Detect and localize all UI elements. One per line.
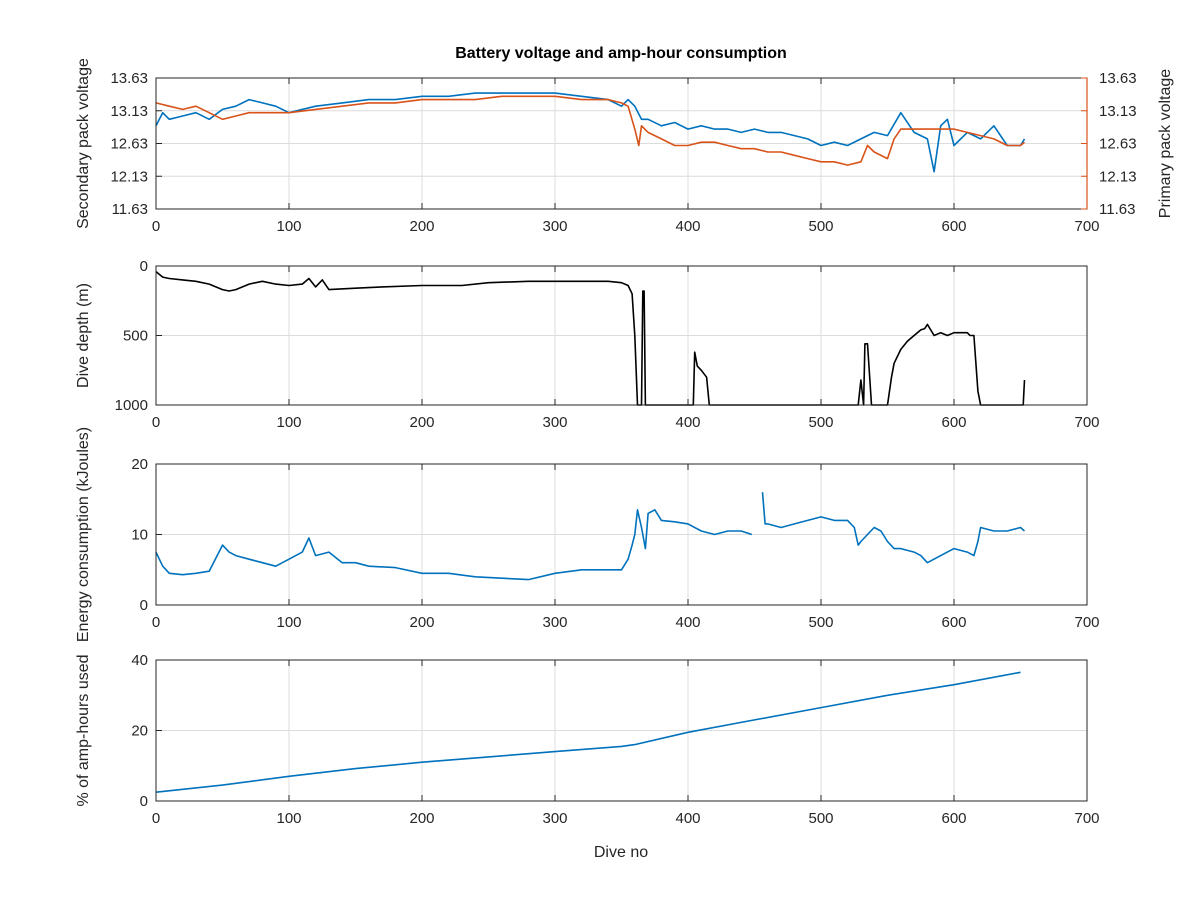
x-tick-label: 100 (276, 414, 301, 431)
x-tick-label: 0 (152, 414, 160, 431)
x-tick-label: 400 (675, 614, 700, 631)
x-tick-label: 500 (808, 810, 833, 827)
x-tick-label: 500 (808, 414, 833, 431)
y2-tick-label: 13.13 (1099, 103, 1137, 120)
y2-tick-label: 12.63 (1099, 136, 1137, 153)
x-tick-label: 600 (941, 218, 966, 235)
y-tick-label: 13.63 (110, 70, 148, 87)
x-tick-label: 100 (276, 218, 301, 235)
y-tick-label: 10 (131, 527, 148, 544)
subplot-3: 0 100 200 300 400 500 600 700 0 10 20 Energy consum… (75, 427, 1100, 642)
x-tick-label: 400 (675, 414, 700, 431)
y-tick-label: 1000 (115, 397, 148, 414)
x-tick-label: 300 (542, 414, 567, 431)
y-tick-label: 0 (140, 258, 148, 275)
x-tick-label: 600 (941, 614, 966, 631)
x-tick-label: 500 (808, 614, 833, 631)
x-tick-label: 200 (409, 414, 434, 431)
x-tick-label: 300 (542, 218, 567, 235)
y-tick-label: 500 (123, 328, 148, 345)
x-tick-label: 200 (409, 614, 434, 631)
x-tick-label: 500 (808, 218, 833, 235)
y2-tick-label: 12.13 (1099, 168, 1137, 185)
x-tick-label: 700 (1074, 414, 1099, 431)
x-tick-label: 100 (276, 614, 301, 631)
y-axis-label: Energy consumption (kJoules) (75, 427, 92, 642)
x-tick-label: 600 (941, 810, 966, 827)
y-tick-label: 20 (131, 456, 148, 473)
y2-tick-label: 11.63 (1099, 201, 1135, 218)
chart-title: Battery voltage and amp-hour consumption (455, 45, 787, 62)
x-tick-label: 0 (152, 810, 160, 827)
y-tick-label: 13.13 (110, 103, 148, 120)
x-tick-label: 200 (409, 218, 434, 235)
series-line-1 (155, 92, 1026, 173)
y-axis-label: Secondary pack voltage (75, 58, 92, 229)
x-tick-label: 0 (152, 218, 160, 235)
series-line-1 (155, 671, 1021, 793)
y-tick-label: 20 (131, 723, 148, 740)
subplot-4: 0 100 200 300 400 500 600 700 0 20 40 % of amp-hour… (75, 652, 1100, 827)
series-line-1 (155, 270, 1026, 406)
x-tick-label: 600 (941, 414, 966, 431)
y2-axis-label: Primary pack voltage (1157, 69, 1174, 218)
y-tick-label: 0 (140, 597, 148, 614)
subplot-1: 0 100 200 300 400 500 600 70011.6312.1312.6313.… (75, 58, 1174, 235)
x-tick-label: 400 (675, 218, 700, 235)
x-tick-label: 100 (276, 810, 301, 827)
y-axis-label: % of amp-hours used (75, 654, 92, 806)
x-tick-label: 700 (1074, 614, 1099, 631)
series-line-2 (761, 492, 1026, 564)
y-tick-label: 0 (140, 793, 148, 810)
y2-tick-label: 13.63 (1099, 70, 1137, 87)
x-tick-label: 0 (152, 614, 160, 631)
x-tick-label: 200 (409, 810, 434, 827)
subplots: 0 100 200 300 400 500 600 70011.6312.1312.6313.… (75, 58, 1174, 827)
y-tick-label: 40 (131, 652, 148, 669)
x-tick-label: 300 (542, 810, 567, 827)
x-tick-label: 300 (542, 614, 567, 631)
x-tick-label: 400 (675, 810, 700, 827)
y-tick-label: 12.13 (110, 168, 148, 185)
y-tick-label: 12.63 (110, 136, 148, 153)
subplot-2: 0 100 200 300 400 500 600 700 0 500 1000 Dive depth… (75, 258, 1100, 431)
y-axis-label: Dive depth (m) (75, 283, 92, 388)
x-tick-label: 700 (1074, 810, 1099, 827)
y-tick-label: 11.63 (112, 201, 148, 218)
series-line-1 (155, 508, 753, 581)
x-axis-label: Dive no (594, 844, 648, 861)
series-line-2 (155, 95, 1026, 166)
x-tick-label: 700 (1074, 218, 1099, 235)
